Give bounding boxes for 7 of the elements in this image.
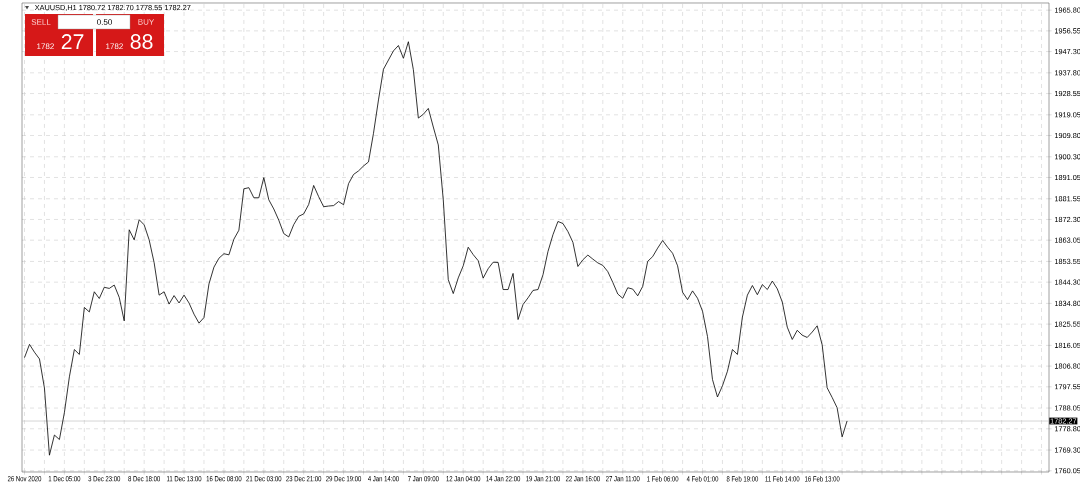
annotation: SELL [31, 19, 51, 25]
annotation: 0.50 [97, 19, 112, 25]
annotation: BUY [138, 19, 155, 25]
annotation: 1782 [37, 43, 54, 50]
annotation: 88 [130, 34, 153, 50]
annotation: 27 [61, 34, 84, 49]
annotation: 1782 [106, 43, 123, 50]
